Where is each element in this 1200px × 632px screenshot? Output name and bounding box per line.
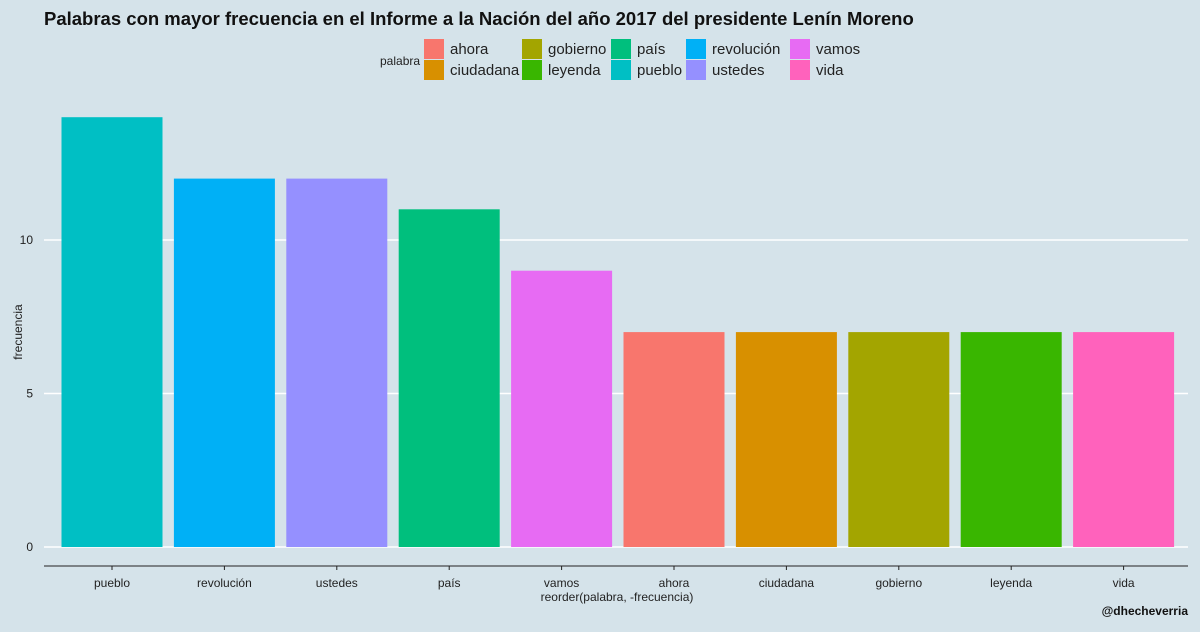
x-tick-label: país [438,576,461,590]
legend-label: leyenda [548,61,601,79]
legend-item-revolución: revolución [686,39,780,59]
bar-país [398,209,500,548]
bar-gobierno [848,332,950,547]
legend-label: país [637,40,666,58]
legend-swatch [686,60,706,80]
legend-label: gobierno [548,40,607,58]
x-tick-label: gobierno [875,576,922,590]
x-tick-label: ustedes [316,576,358,590]
legend-swatch [686,39,706,59]
legend-item-ciudadana: ciudadana [424,60,519,80]
bar-pueblo [61,117,163,547]
legend-swatch [611,60,631,80]
x-axis-label: reorder(palabra, -frecuencia) [541,590,694,604]
legend-item-leyenda: leyenda [522,60,601,80]
legend-item-ahora: ahora [424,39,488,59]
bar-ustedes [286,178,388,547]
legend-label: vida [816,61,844,79]
x-tick-label: ciudadana [759,576,815,590]
author-watermark: @dhecheverria [1101,604,1188,618]
y-axis-label: frecuencia [11,304,25,360]
legend-label: ustedes [712,61,765,79]
legend-swatch [522,60,542,80]
x-tick-label: leyenda [990,576,1032,590]
legend-label: ahora [450,40,489,58]
legend-label: pueblo [637,61,683,79]
legend-item-ustedes: ustedes [686,60,765,80]
bar-revolución [173,178,275,547]
legend-item-vida: vida [790,60,844,80]
legend-swatch [790,60,810,80]
legend-swatch [790,39,810,59]
bar-vida [1073,332,1175,547]
legend-title: palabra [380,54,421,68]
legend-swatch [424,39,444,59]
y-tick-label: 0 [26,540,33,554]
x-tick-label: pueblo [94,576,130,590]
bar-ciudadana [735,332,837,547]
legend-swatch [611,39,631,59]
x-tick-label: ahora [659,576,690,590]
legend-item-pueblo: pueblo [611,60,682,80]
chart-title: Palabras con mayor frecuencia en el Info… [44,8,914,29]
legend-label: revolución [712,40,781,58]
bar-ahora [623,332,725,547]
legend-swatch [522,39,542,59]
x-tick-label: vamos [544,576,579,590]
y-tick-label: 5 [26,387,33,401]
legend-label: ciudadana [450,61,520,79]
legend-label: vamos [816,40,861,58]
legend-swatch [424,60,444,80]
y-tick-labels: 0 5 10 [20,233,34,554]
x-tick-labels: pueblo revolución ustedes país vamos ahora ciu… [94,566,1135,590]
bar-vamos [511,270,613,547]
x-tick-label: vida [1113,576,1135,590]
x-tick-label: revolución [197,576,252,590]
y-tick-label: 10 [20,233,34,247]
bars [61,117,1175,548]
legend-item-vamos: vamos [790,39,860,59]
legend-item-país: país [611,39,665,59]
bar-leyenda [960,332,1062,547]
legend-item-gobierno: gobierno [522,39,606,59]
